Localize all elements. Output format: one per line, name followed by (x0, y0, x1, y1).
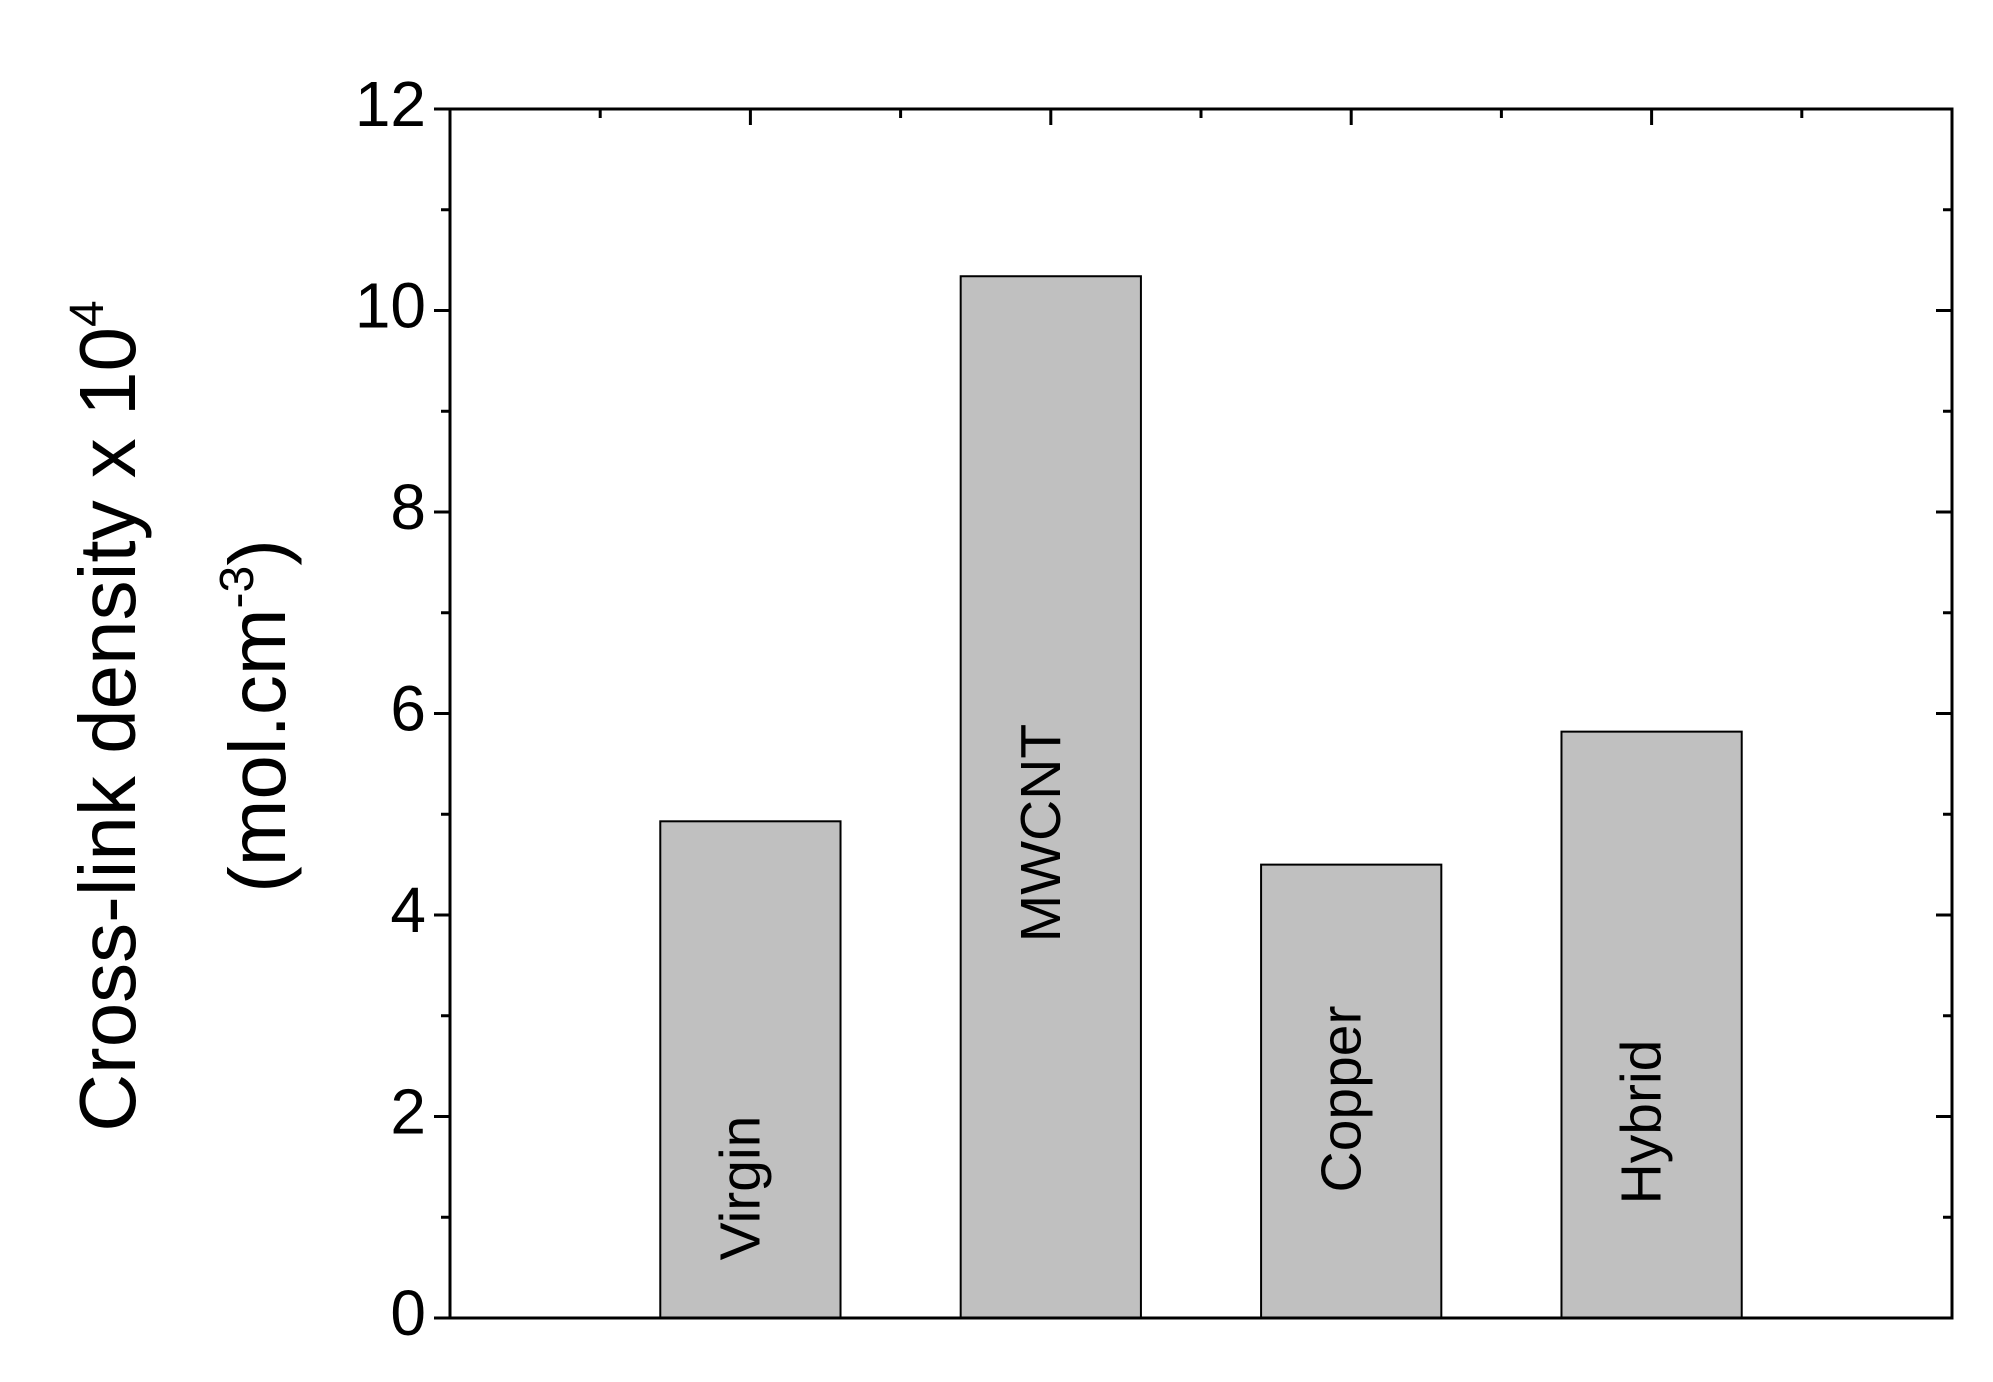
y-tick-label: 2 (390, 1075, 426, 1147)
y-label-sup: -3 (211, 566, 264, 609)
bar (1560, 730, 1743, 1319)
bar-label: MWCNT (1009, 724, 1073, 942)
bar (659, 820, 842, 1319)
y-tick-label: 12 (355, 68, 426, 140)
y-tick-label: 0 (390, 1277, 426, 1349)
bar-label: Virgin (708, 1116, 772, 1261)
y-tick-label: 8 (390, 471, 426, 543)
y-label-line2: (mol.cm-3) (211, 539, 302, 893)
y-label-text: (mol.cm (213, 608, 302, 892)
bar-label: Copper (1309, 1006, 1373, 1193)
y-tick-label: 10 (355, 269, 426, 341)
bar-label: Hybrid (1610, 1040, 1674, 1205)
y-label-sup: 4 (61, 300, 114, 327)
bar (1260, 863, 1443, 1319)
bar (959, 275, 1142, 1319)
y-label-line1: Cross-link density x 104 (61, 300, 152, 1131)
y-tick-label: 6 (390, 672, 426, 744)
y-label-text: ) (213, 539, 302, 566)
y-tick-label: 4 (390, 874, 426, 946)
y-axis-label: Cross-link density x 104 (mol.cm-3) (61, 300, 302, 1131)
y-label-text: Cross-link density x 10 (63, 327, 152, 1132)
